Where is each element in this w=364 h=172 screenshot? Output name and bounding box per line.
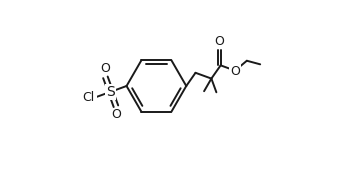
Text: O: O bbox=[214, 35, 224, 48]
Text: O: O bbox=[100, 62, 110, 75]
Text: Cl: Cl bbox=[82, 91, 95, 104]
Text: O: O bbox=[111, 108, 121, 121]
Text: S: S bbox=[106, 85, 115, 99]
Text: O: O bbox=[230, 65, 240, 78]
